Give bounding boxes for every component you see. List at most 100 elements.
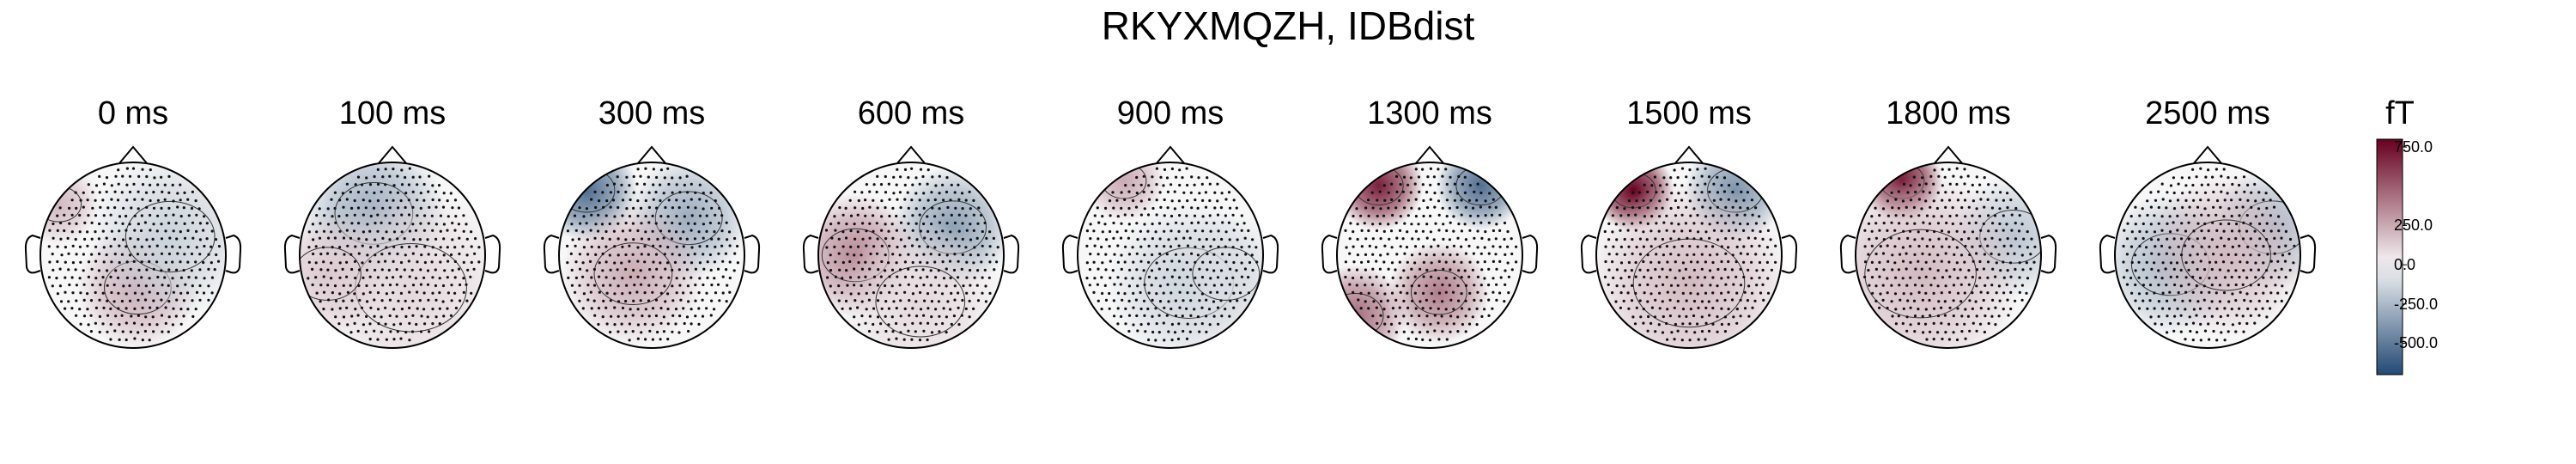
sensor-dot <box>120 299 124 303</box>
sensor-dot <box>1998 207 2002 211</box>
sensor-dot <box>164 306 167 309</box>
sensor-dot <box>1994 306 1997 309</box>
sensor-dot <box>2149 205 2153 209</box>
sensor-dot <box>1097 221 1101 224</box>
sensor-dot <box>314 261 318 265</box>
sensor-dot <box>652 244 655 247</box>
sensor-dot <box>1143 253 1146 257</box>
sensor-dot <box>470 245 473 248</box>
sensor-dot <box>1476 229 1479 233</box>
sensor-dot <box>2148 299 2152 302</box>
sensor-dot <box>1394 314 1398 318</box>
sensor-dot <box>1655 206 1658 210</box>
sensor-dot <box>1658 184 1662 187</box>
sensor-dot <box>346 290 349 294</box>
sensor-dot <box>1870 215 1874 218</box>
sensor-dot <box>1928 253 1931 256</box>
sensor-dot <box>1623 253 1626 256</box>
sensor-dot <box>176 192 179 195</box>
sensor-dot <box>1208 214 1212 217</box>
sensor-dot <box>1467 275 1471 278</box>
sensor-dot <box>621 292 624 296</box>
sensor-dot <box>137 207 140 211</box>
sensor-dot <box>1971 259 1975 263</box>
sensor-dot <box>2157 314 2160 318</box>
sensor-dot <box>427 253 430 256</box>
sensor-dot <box>1236 223 1239 226</box>
sensor-dot <box>58 267 62 271</box>
sensor-dot <box>1966 314 1970 318</box>
sensor-dot <box>342 236 346 240</box>
sensor-dot <box>1933 277 1936 280</box>
sensor-dot <box>659 261 662 265</box>
sensor-dot <box>654 253 659 256</box>
sensor-dot <box>2231 182 2234 186</box>
sensor-dot <box>186 260 190 264</box>
sensor-dot <box>1221 253 1224 256</box>
sensor-dot <box>450 299 453 302</box>
sensor-dot <box>1921 314 1924 318</box>
sensor-dot <box>2145 246 2148 249</box>
sensor-dot <box>365 314 368 318</box>
sensor-dot <box>1913 238 1917 241</box>
time-label-600: 600 ms <box>857 95 965 131</box>
sensor-dot <box>1905 252 1908 255</box>
sensor-dot <box>1441 283 1444 287</box>
sensor-dot <box>137 331 140 334</box>
sensor-dot <box>1716 314 1719 319</box>
sensor-dot <box>2137 307 2142 310</box>
sensor-dot <box>2227 222 2231 226</box>
sensor-dot <box>1976 190 1979 193</box>
sensor-dot <box>194 260 197 264</box>
sensor-dot <box>926 261 929 265</box>
sensor-dot <box>922 284 926 287</box>
sensor-dot <box>1642 245 1645 248</box>
sensor-dot <box>1492 198 1495 201</box>
sensor-dot <box>721 275 725 278</box>
sensor-dot <box>75 314 78 317</box>
sensor-dot <box>2277 276 2281 279</box>
sensor-dot <box>1638 268 1642 272</box>
sensor-dot <box>1955 182 1959 186</box>
sensor-dot <box>972 291 975 295</box>
sensor-dot <box>1487 267 1491 271</box>
sensor-dot <box>392 214 395 217</box>
sensor-dot <box>2123 229 2126 232</box>
sensor-dot <box>1132 306 1135 309</box>
sensor-dot <box>624 267 628 272</box>
sensor-dot <box>1917 290 1921 294</box>
sensor-dot <box>441 284 446 288</box>
sensor-dot <box>87 183 90 186</box>
sensor-dot <box>1770 253 1773 256</box>
sensor-dot <box>1089 223 1092 226</box>
sensor-dot <box>643 322 647 326</box>
sensor-dot <box>172 199 175 203</box>
sensor-dot <box>318 207 321 211</box>
sensor-dot <box>2264 284 2268 288</box>
sensor-dot <box>144 315 148 319</box>
sensor-dot <box>326 223 331 226</box>
sensor-dot <box>1398 260 1401 264</box>
sensor-dot <box>369 306 373 309</box>
sensor-dot <box>2202 298 2206 302</box>
sensor-dot <box>1666 290 1669 294</box>
sensor-dot <box>957 323 961 327</box>
sensor-dot <box>686 253 690 257</box>
sensor-dot <box>1165 314 1169 317</box>
sensor-dot <box>945 253 949 257</box>
sensor-dot <box>1626 291 1630 295</box>
sensor-dot <box>2274 269 2277 272</box>
sensor-dot <box>671 191 674 194</box>
sensor-dot <box>1676 284 1680 287</box>
sensor-dot <box>1228 253 1231 256</box>
sensor-dot <box>56 214 59 217</box>
sensor-dot <box>1498 229 1502 232</box>
sensor-dot <box>82 205 85 209</box>
sensor-dot <box>1646 190 1649 193</box>
sensor-dot <box>1406 337 1410 340</box>
sensor-dot <box>1735 260 1738 264</box>
sensor-dot <box>1662 176 1666 180</box>
sensor-dot <box>1147 184 1151 187</box>
sensor-dot <box>934 322 938 326</box>
sensor-dot <box>1646 222 1649 225</box>
